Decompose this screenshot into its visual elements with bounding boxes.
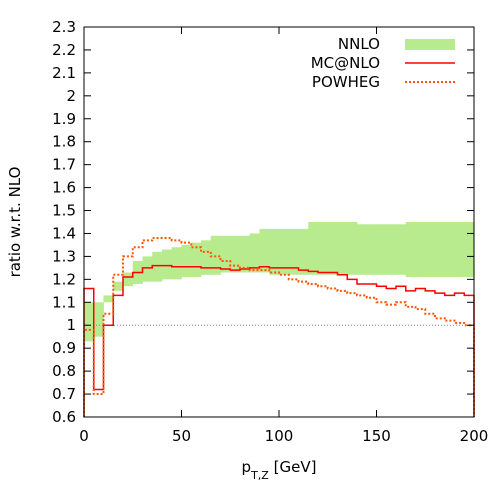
nnlo-band-bin <box>405 222 416 278</box>
plot-content <box>83 222 475 417</box>
nnlo-band-bin <box>93 302 104 337</box>
legend-item-nnlo: NNLO <box>338 35 455 53</box>
y-tick-label: 0.8 <box>52 362 76 380</box>
tick-labels: 0.6 0.7 0.8 0.9 1 1.1 1.2 1.3 1.4 1.5 1.6 1.7 1.8 1.9… <box>52 18 488 445</box>
y-tick-label: 2.2 <box>52 41 76 59</box>
legend-swatch <box>405 39 455 50</box>
x-axis-label-sub: T,Z <box>250 469 269 482</box>
y-tick-label: 0.7 <box>52 385 76 403</box>
y-tick-label: 1 <box>66 316 76 334</box>
y-tick-label: 1.4 <box>52 224 76 242</box>
x-tick-label: 100 <box>265 427 294 445</box>
nnlo-band-bin <box>298 228 309 275</box>
y-axis-label: ratio w.r.t. NLO <box>6 167 24 278</box>
x-axis-label-main: p <box>242 458 252 476</box>
nnlo-band-bin <box>201 240 212 275</box>
nnlo-band-bin <box>142 256 153 282</box>
y-tick-label: 1.1 <box>52 293 76 311</box>
nnlo-band-bin <box>454 222 465 278</box>
nnlo-band-bin <box>444 222 455 278</box>
nnlo-band-bin <box>464 222 475 278</box>
legend-item-mc-nlo: MC@NLO <box>311 54 455 72</box>
y-tick-label: 2.1 <box>52 64 76 82</box>
y-tick-label: 1.2 <box>52 270 76 288</box>
nnlo-band-bin <box>425 222 436 278</box>
nnlo-band-bin <box>376 224 387 275</box>
legend-item-powheg: POWHEG <box>312 73 455 91</box>
nnlo-band-bin <box>240 235 251 273</box>
legend-label: MC@NLO <box>311 54 380 72</box>
nnlo-band-bin <box>123 272 134 287</box>
nnlo-band-bin <box>386 224 397 275</box>
nnlo-band-bin <box>308 222 319 275</box>
nnlo-band-bin <box>347 222 358 275</box>
y-tick-label: 1.9 <box>52 110 76 128</box>
nnlo-band-bin <box>318 222 329 275</box>
nnlo-band-bin <box>435 222 446 278</box>
nnlo-band-bin <box>84 302 95 342</box>
nnlo-band-bin <box>152 251 163 282</box>
y-tick-label: 2 <box>66 87 76 105</box>
y-tick-label: 1.3 <box>52 247 76 265</box>
nnlo-band-bin <box>181 244 192 278</box>
y-tick-label: 0.9 <box>52 339 76 357</box>
nnlo-band-bin <box>249 233 260 273</box>
plot-frame <box>83 26 475 418</box>
nnlo-band-bin <box>171 247 182 280</box>
series-mc-nlo-line <box>83 264 475 417</box>
nnlo-band-bin <box>230 235 241 273</box>
series-nnlo-band <box>84 222 475 342</box>
nnlo-band-bin <box>269 228 280 275</box>
nnlo-band-bin <box>327 222 338 275</box>
legend-label: POWHEG <box>312 73 380 91</box>
nnlo-band-bin <box>366 224 377 275</box>
legend-label: NNLO <box>338 35 380 53</box>
y-tick-label: 1.7 <box>52 156 76 174</box>
nnlo-band-bin <box>337 222 348 275</box>
x-axis-label: pT,Z [GeV] <box>242 458 317 482</box>
nnlo-band-bin <box>357 224 368 275</box>
nnlo-band-bin <box>288 228 299 275</box>
y-tick-label: 0.6 <box>52 408 76 426</box>
y-tick-label: 1.8 <box>52 133 76 151</box>
nnlo-band-bin <box>113 281 124 291</box>
nnlo-band-bin <box>103 295 114 303</box>
x-tick-label: 200 <box>460 427 489 445</box>
nnlo-band-bin <box>415 222 426 278</box>
y-tick-label: 1.6 <box>52 179 76 197</box>
nnlo-band-bin <box>259 228 270 273</box>
x-tick-label: 50 <box>172 427 191 445</box>
nnlo-band-bin <box>162 249 173 280</box>
nnlo-band-bin <box>210 235 221 275</box>
nnlo-band-bin <box>220 235 231 273</box>
y-tick-label: 2.3 <box>52 18 76 36</box>
nnlo-band-bin <box>396 224 407 275</box>
nnlo-band-bin <box>191 242 202 278</box>
x-tick-label: 150 <box>362 427 391 445</box>
x-tick-label: 0 <box>79 427 89 445</box>
x-axis-label-unit: [GeV] <box>269 458 317 476</box>
nnlo-band-bin <box>279 228 290 275</box>
y-tick-label: 1.5 <box>52 202 76 220</box>
series-powheg-line <box>83 237 475 417</box>
